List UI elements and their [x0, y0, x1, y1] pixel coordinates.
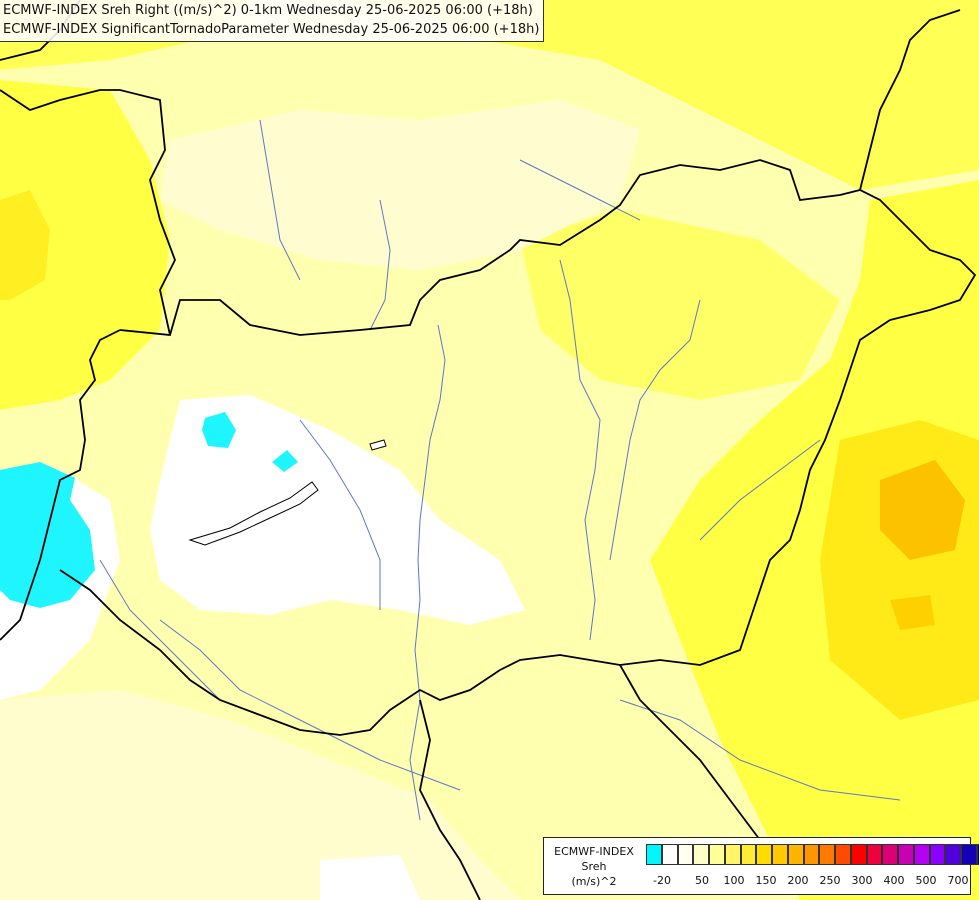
legend-swatch — [819, 844, 835, 865]
legend-swatches — [646, 844, 979, 865]
legend-tick-label: 50 — [695, 874, 709, 887]
field-band-east — [650, 180, 979, 900]
border-south — [419, 699, 481, 900]
field-band-northeast — [520, 210, 840, 400]
title-line-2: ECMWF-INDEX SignificantTornadoParameter … — [3, 22, 540, 37]
border-slovakia — [0, 89, 176, 336]
border-west — [39, 329, 121, 561]
legend-unit: (m/s)^2 — [571, 875, 617, 888]
border-east — [59, 319, 891, 736]
legend-swatch — [913, 844, 930, 865]
legend-swatch — [772, 844, 788, 865]
legend-swatch — [850, 844, 867, 865]
legend-swatch — [661, 844, 678, 865]
legend-swatch — [756, 844, 772, 865]
legend-ticks: -20 50 100 150 200 250 300 400 500 700 — [646, 874, 969, 888]
legend-swatch — [693, 844, 709, 865]
border-southeast — [619, 664, 761, 841]
legend-swatch — [646, 844, 662, 865]
field-cyan-1 — [202, 412, 236, 448]
legend-label: ECMWF-INDEX Sreh (m/s)^2 — [546, 844, 642, 889]
field-cyan-2 — [272, 450, 298, 472]
legend-swatch — [803, 844, 820, 865]
legend-swatch — [945, 844, 961, 865]
title-line-1: ECMWF-INDEX Sreh Right ((m/s)^2) 0-1km W… — [3, 3, 533, 18]
legend-tick-label: 500 — [915, 874, 937, 887]
field-peak-east — [880, 460, 965, 560]
legend-tick-label: 700 — [947, 874, 969, 887]
legend-tick-label: 250 — [819, 874, 841, 887]
legend-tick-label: 400 — [883, 874, 905, 887]
field-band-west — [0, 80, 170, 410]
legend-swatch — [724, 844, 741, 865]
legend-tick-label: 100 — [723, 874, 745, 887]
legend-model: ECMWF-INDEX — [554, 845, 634, 858]
legend-tick-label: -20 — [653, 874, 671, 887]
legend-swatch — [835, 844, 851, 865]
field-cyan-3 — [0, 462, 95, 608]
legend-swatch — [882, 844, 898, 865]
lake-balaton — [188, 481, 319, 546]
field-white-west — [150, 395, 525, 625]
field-core-west — [0, 190, 50, 300]
field-pale-central — [160, 100, 640, 270]
legend-swatch — [929, 844, 946, 865]
legend-tick-label: 200 — [787, 874, 809, 887]
legend-swatch — [866, 844, 883, 865]
legend-swatch — [709, 844, 725, 865]
field-peak-east-2 — [890, 595, 935, 630]
color-legend: ECMWF-INDEX Sreh (m/s)^2 -20 50 100 150 200 2… — [543, 837, 979, 895]
legend-swatch — [898, 844, 914, 865]
border-north — [119, 159, 977, 336]
legend-swatch — [740, 844, 757, 865]
field-band-north — [0, 0, 979, 190]
field-pale-south — [0, 690, 520, 900]
map-title: ECMWF-INDEX Sreh Right ((m/s)^2) 0-1km W… — [0, 0, 545, 42]
field-white-bottom — [320, 855, 420, 900]
legend-swatch — [677, 844, 694, 865]
legend-swatch — [787, 844, 804, 865]
legend-tick-label: 150 — [755, 874, 777, 887]
legend-variable: Sreh — [581, 860, 607, 873]
legend-tick-label: 300 — [851, 874, 873, 887]
rivers — [99, 119, 901, 821]
lake-velence — [369, 439, 387, 451]
legend-swatch — [976, 844, 979, 865]
border-southwest — [0, 559, 41, 641]
legend-swatch — [961, 844, 977, 865]
border-northeast — [859, 9, 961, 191]
